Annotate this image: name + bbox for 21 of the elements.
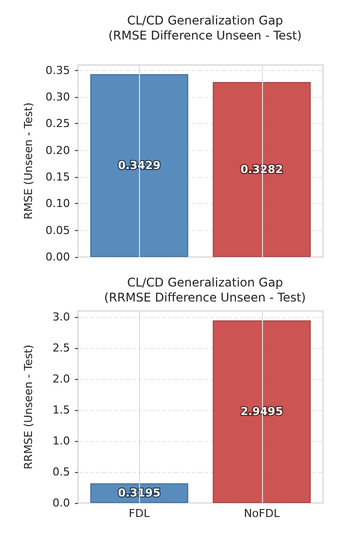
x-tick-label: NoFDL [244,507,281,520]
y-tick-label: 0.20 [46,144,70,157]
x-tick-label: FDL [128,507,151,520]
y-tick-label: 0.00 [46,250,70,264]
y-tick-label: 0.10 [46,197,70,210]
y-tick-label: 0.0 [52,496,70,510]
y-tick-label: 0.15 [46,170,70,184]
y-tick-label: 1.0 [52,434,70,448]
y-tick-label: 3.0 [52,310,70,324]
y-tick-label: 0.05 [46,224,70,237]
y-tick-label: 2.0 [52,372,70,386]
y-tick-label: 0.25 [46,117,70,130]
y-axis-title: RRMSE (Unseen - Test) [22,344,35,470]
y-tick-label: 0.5 [52,466,70,479]
y-tick-label: 0.35 [46,64,70,77]
y-axis-title: RMSE (Unseen - Test) [22,102,35,220]
chart-title: CL/CD Generalization Gap (RMSE Difference Unseen - Test) [108,14,302,42]
y-tick-label: 2.5 [52,342,70,355]
chart-title: CL/CD Generalization Gap (RRMSE Difference Unseen - Test) [104,276,306,304]
y-tick-label: 1.5 [52,404,70,417]
y-tick-label: 0.30 [46,90,70,104]
